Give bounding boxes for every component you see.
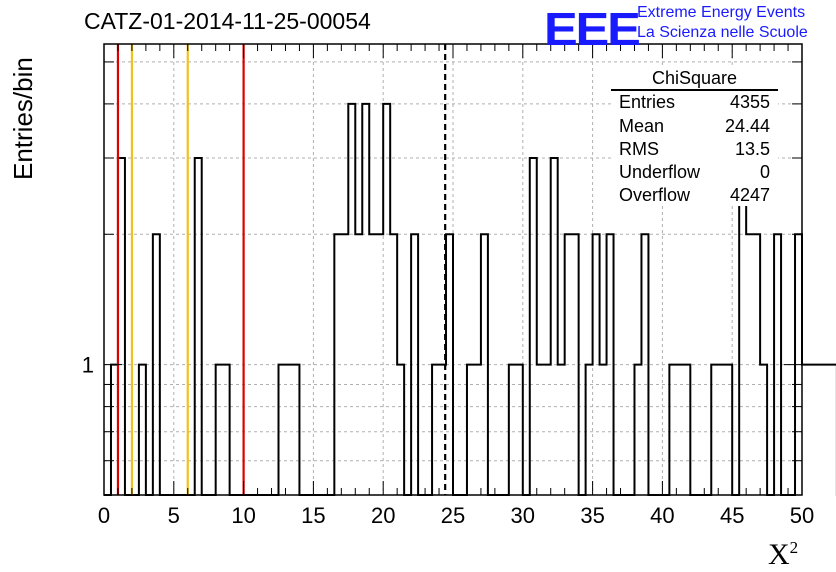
x-axis-label-superscript: 2 xyxy=(789,538,799,557)
x-tick-label: 25 xyxy=(441,503,465,528)
y-tick-label: 1 xyxy=(82,353,94,378)
stats-row-underflow: Underflow 0 xyxy=(619,162,770,186)
reference-lines xyxy=(116,44,447,495)
x-tick-label: 5 xyxy=(168,503,180,528)
x-tick-label: 35 xyxy=(580,503,604,528)
logo-line-1: Extreme Energy Events xyxy=(637,4,806,21)
x-tick-label: 40 xyxy=(650,503,674,528)
stats-value: 4355 xyxy=(729,92,770,112)
x-tick-label: 10 xyxy=(231,503,255,528)
stats-key: RMS xyxy=(619,139,659,159)
x-tick-label: 20 xyxy=(371,503,395,528)
stats-value: 4247 xyxy=(729,185,770,205)
stats-value: 13.5 xyxy=(734,139,770,159)
x-tick-label: 30 xyxy=(511,503,535,528)
stats-row-mean: Mean 24.44 xyxy=(619,116,770,140)
stats-row-rms: RMS 13.5 xyxy=(619,139,770,163)
x-tick-label: 45 xyxy=(720,503,744,528)
logo-line-2: La Scienza nelle Scuole xyxy=(637,24,808,41)
x-tick-label: 50 xyxy=(790,503,814,528)
x-axis-label-base: X xyxy=(768,538,790,571)
chart-title: CATZ-01-2014-11-25-00054 xyxy=(84,8,371,34)
eee-logo: EEE xyxy=(544,3,641,55)
stats-row-overflow: Overflow 4247 xyxy=(619,185,770,209)
stats-row-entries: Entries 4355 xyxy=(619,92,770,116)
x-axis-label: X2 xyxy=(768,538,798,572)
stats-value: 24.44 xyxy=(724,116,770,136)
stats-key: Overflow xyxy=(619,185,691,205)
x-tick-label: 15 xyxy=(301,503,325,528)
stats-divider xyxy=(611,89,778,91)
y-axis-label: Entries/bin xyxy=(8,57,38,180)
stats-title: ChiSquare xyxy=(651,68,738,88)
x-tick-label: 0 xyxy=(98,503,110,528)
axis-ticks: 0 5 10 15 20 25 30 35 40 45 50 1 xyxy=(82,44,814,528)
stats-key: Entries xyxy=(619,92,676,112)
stats-value: 0 xyxy=(759,162,770,182)
stats-box: ChiSquare Entries 4355 Mean 24.44 RMS 13… xyxy=(611,66,778,206)
stats-key: Underflow xyxy=(619,162,701,182)
stats-key: Mean xyxy=(619,116,665,136)
